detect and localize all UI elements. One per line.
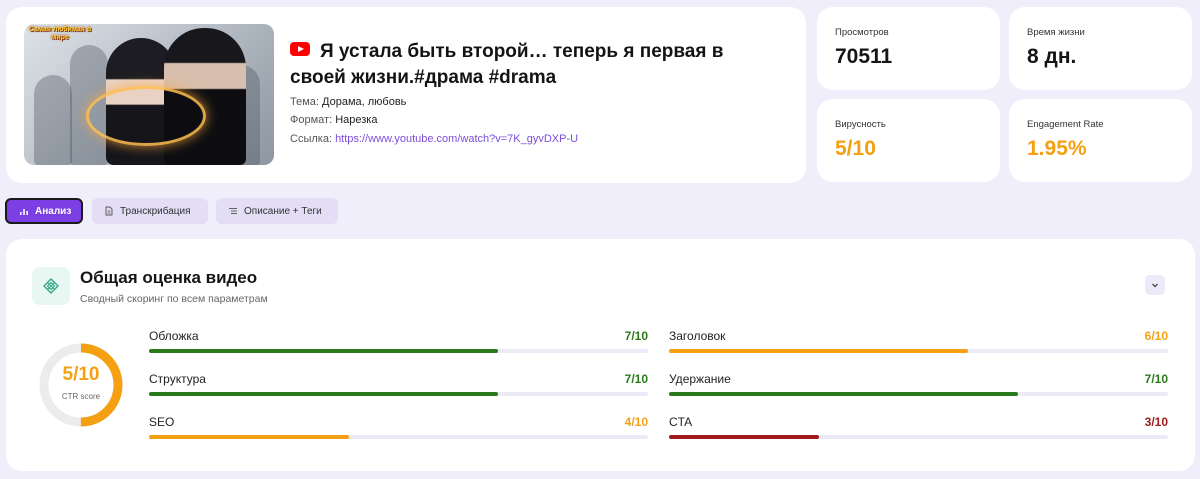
stat-card-virality: Вирусность 5/10 <box>817 99 1000 182</box>
meta-theme: Тема: Дорама, любовь <box>290 96 406 108</box>
stat-label: Просмотров <box>835 27 889 38</box>
stat-card-views: Просмотров 70511 <box>817 7 1000 90</box>
metric-score: 4/10 <box>624 415 648 429</box>
thumbnail-silhouette <box>34 75 72 165</box>
stat-label: Вирусность <box>835 119 886 130</box>
video-title: Я устала быть второй… теперь я первая в … <box>290 41 724 88</box>
meta-link: Ссылка: https://www.youtube.com/watch?v=… <box>290 133 578 145</box>
metric-track <box>669 349 1168 353</box>
metric-track <box>669 435 1168 439</box>
score-card: Общая оценка видео Сводный скоринг по вс… <box>6 239 1195 471</box>
tab-description-tags[interactable]: Описание + Теги <box>216 198 338 224</box>
metric-score: 7/10 <box>624 372 648 386</box>
video-card: Самая любимая в мире Я устала быть второ… <box>6 7 806 183</box>
meta-theme-label: Тема: <box>290 96 319 108</box>
metric-fill <box>669 435 819 439</box>
stat-value: 5/10 <box>835 137 876 160</box>
metric-track <box>669 392 1168 396</box>
stat-card-lifetime: Время жизни 8 дн. <box>1009 7 1192 90</box>
thumbnail-badge: Самая любимая в мире <box>28 26 92 41</box>
metric-score: 3/10 <box>1144 415 1168 429</box>
ctr-gauge <box>39 343 123 427</box>
stat-label: Время жизни <box>1027 27 1085 38</box>
metric-score: 6/10 <box>1144 329 1168 343</box>
metric-fill <box>149 349 499 353</box>
chevron-down-icon <box>1152 283 1158 288</box>
stat-value: 1.95% <box>1027 137 1087 160</box>
metric-row: Обложка 7/10 <box>149 329 648 357</box>
document-icon <box>105 206 113 216</box>
bar-chart-icon <box>20 209 28 215</box>
meta-format-value: Нарезка <box>335 114 378 126</box>
meta-theme-value: Дорама, любовь <box>322 96 407 108</box>
video-link[interactable]: https://www.youtube.com/watch?v=7K_gyvDX… <box>335 133 579 145</box>
meta-link-label: Ссылка: <box>290 133 332 145</box>
metric-row: Заголовок 6/10 <box>669 329 1168 357</box>
metric-fill <box>669 392 1019 396</box>
meta-format-label: Формат: <box>290 114 333 126</box>
tab-transcription[interactable]: Транскрибация <box>92 198 208 224</box>
tab-label: Транскрибация <box>120 205 191 217</box>
metric-score: 7/10 <box>1144 372 1168 386</box>
metric-row: Структура 7/10 <box>149 372 648 400</box>
metric-label: SEO <box>149 415 175 429</box>
youtube-icon <box>290 42 310 56</box>
metric-fill <box>149 392 499 396</box>
video-thumbnail[interactable]: Самая любимая в мире <box>24 24 274 165</box>
score-subtitle: Сводный скоринг по всем параметрам <box>80 293 268 305</box>
score-title: Общая оценка видео <box>80 268 258 287</box>
ctr-score-label: CTR score <box>61 392 101 401</box>
metric-track <box>149 392 648 396</box>
metric-label: Структура <box>149 372 206 386</box>
metric-fill <box>149 435 349 439</box>
tab-analysis[interactable]: Анализ <box>5 198 83 224</box>
metric-label: Обложка <box>149 329 199 343</box>
stat-value: 70511 <box>835 45 893 68</box>
ctr-score-value: 5/10 <box>62 364 100 385</box>
metric-score: 7/10 <box>624 329 648 343</box>
metric-row: CTA 3/10 <box>669 415 1168 443</box>
metric-row: Удержание 7/10 <box>669 372 1168 400</box>
metric-label: Заголовок <box>669 329 726 343</box>
tab-label: Анализ <box>35 205 72 217</box>
score-icon-box <box>32 267 70 305</box>
list-icon <box>229 208 237 214</box>
thumbnail-glow-ring <box>86 86 206 146</box>
metric-label: CTA <box>669 415 693 429</box>
metric-label: Удержание <box>669 372 731 386</box>
stat-value: 8 дн. <box>1027 45 1077 68</box>
collapse-button[interactable] <box>1145 275 1165 295</box>
gauge-arc <box>39 343 123 427</box>
metric-track <box>149 349 648 353</box>
metric-fill <box>669 349 969 353</box>
tab-label: Описание + Теги <box>244 205 322 217</box>
diamond-grid-icon <box>43 278 59 294</box>
stat-label: Engagement Rate <box>1027 119 1104 130</box>
metric-row: SEO 4/10 <box>149 415 648 443</box>
metric-track <box>149 435 648 439</box>
stat-card-engagement: Engagement Rate 1.95% <box>1009 99 1192 182</box>
meta-format: Формат: Нарезка <box>290 114 377 126</box>
